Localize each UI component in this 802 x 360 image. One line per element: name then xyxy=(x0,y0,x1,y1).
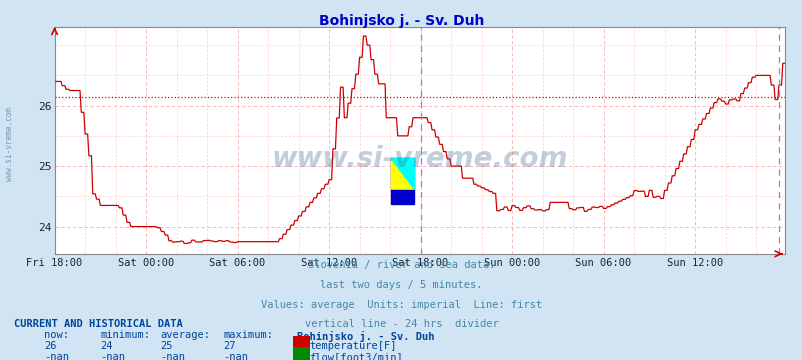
Text: now:: now: xyxy=(44,330,69,341)
Text: temperature[F]: temperature[F] xyxy=(309,341,396,351)
Text: Slovenia / river and sea data.: Slovenia / river and sea data. xyxy=(307,260,495,270)
Text: maximum:: maximum: xyxy=(223,330,273,341)
Text: last two days / 5 minutes.: last two days / 5 minutes. xyxy=(320,280,482,290)
Text: Bohinjsko j. - Sv. Duh: Bohinjsko j. - Sv. Duh xyxy=(318,14,484,28)
Text: Bohinjsko j. - Sv. Duh: Bohinjsko j. - Sv. Duh xyxy=(297,330,434,342)
Text: -nan: -nan xyxy=(100,352,125,360)
Text: Values: average  Units: imperial  Line: first: Values: average Units: imperial Line: fi… xyxy=(261,300,541,310)
Polygon shape xyxy=(391,158,414,189)
Text: vertical line - 24 hrs  divider: vertical line - 24 hrs divider xyxy=(304,319,498,329)
Text: 27: 27 xyxy=(223,341,236,351)
Bar xyxy=(391,158,414,204)
Polygon shape xyxy=(391,158,414,189)
Text: www.si-vreme.com: www.si-vreme.com xyxy=(5,107,14,181)
Text: www.si-vreme.com: www.si-vreme.com xyxy=(271,145,568,172)
Text: 25: 25 xyxy=(160,341,173,351)
Text: flow[foot3/min]: flow[foot3/min] xyxy=(309,352,403,360)
Text: 26: 26 xyxy=(44,341,57,351)
Text: average:: average: xyxy=(160,330,210,341)
Text: 24: 24 xyxy=(100,341,113,351)
Text: -nan: -nan xyxy=(160,352,185,360)
Text: CURRENT AND HISTORICAL DATA: CURRENT AND HISTORICAL DATA xyxy=(14,319,183,329)
Text: -nan: -nan xyxy=(44,352,69,360)
Text: -nan: -nan xyxy=(223,352,248,360)
Text: minimum:: minimum: xyxy=(100,330,150,341)
